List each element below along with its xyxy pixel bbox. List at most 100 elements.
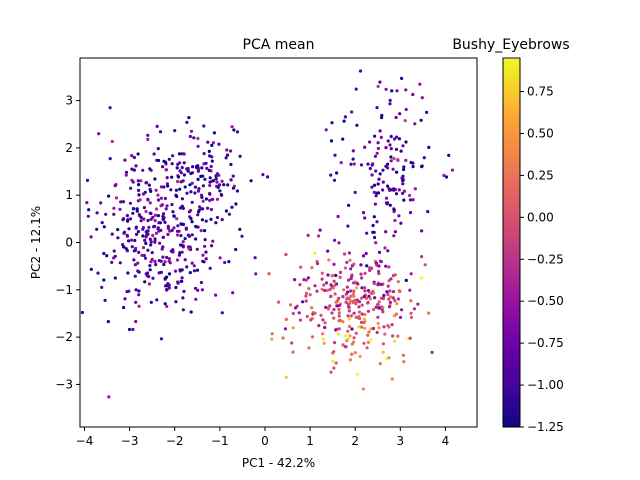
data-point [408, 211, 413, 215]
data-point [157, 229, 161, 233]
data-point [200, 288, 204, 292]
data-point [393, 218, 397, 223]
data-point [313, 311, 317, 315]
data-point [375, 220, 379, 224]
data-point [341, 295, 345, 299]
data-point [395, 135, 399, 139]
data-point [177, 253, 181, 257]
data-point [181, 179, 185, 183]
data-point [196, 213, 200, 217]
data-point [165, 304, 169, 308]
y-axis: −3 −2 −1 0 1 2 3 [55, 94, 80, 391]
data-point [351, 292, 356, 296]
data-point [154, 263, 158, 267]
data-point [323, 321, 327, 325]
data-point [369, 327, 373, 331]
data-point [158, 241, 162, 245]
data-point [290, 341, 294, 345]
data-point [167, 283, 171, 287]
data-point [337, 296, 341, 300]
data-point [146, 271, 150, 275]
data-point [342, 252, 347, 256]
data-point [363, 145, 367, 149]
data-point [334, 361, 338, 365]
data-point [189, 310, 193, 314]
data-point [359, 296, 364, 300]
colorbar-gradient [503, 117, 520, 427]
data-point [230, 205, 234, 209]
data-point [175, 229, 180, 233]
data-point [154, 188, 158, 192]
data-point [347, 309, 351, 313]
data-point [103, 298, 107, 302]
data-point [373, 202, 377, 206]
data-point [188, 134, 192, 139]
data-point [163, 220, 167, 224]
data-point [368, 266, 372, 270]
data-point [382, 325, 386, 329]
data-point [185, 120, 189, 124]
data-point [86, 214, 90, 218]
data-point [197, 210, 201, 214]
data-point [132, 258, 136, 262]
data-point [159, 196, 163, 200]
data-point [232, 128, 236, 132]
data-point [354, 331, 358, 335]
data-point [354, 315, 358, 319]
data-point [231, 291, 235, 295]
data-point [333, 292, 337, 296]
data-point [129, 186, 133, 190]
data-point [178, 187, 182, 191]
data-point [375, 106, 379, 110]
data-point [196, 288, 200, 292]
data-point [387, 297, 391, 301]
data-point [317, 234, 321, 238]
data-point [360, 286, 364, 290]
data-point [378, 80, 382, 84]
data-point [216, 185, 220, 189]
data-point [420, 255, 424, 259]
data-point [352, 281, 356, 285]
data-point [138, 198, 142, 202]
data-point [361, 387, 365, 391]
data-point [196, 189, 201, 193]
data-point [185, 191, 189, 195]
data-point [332, 366, 336, 370]
data-point [301, 300, 305, 304]
data-point [358, 69, 363, 73]
data-point [310, 306, 314, 310]
data-point [408, 193, 412, 198]
data-point [381, 310, 385, 314]
data-point [368, 268, 372, 272]
data-point [202, 124, 206, 128]
data-point [413, 187, 417, 191]
data-point [389, 159, 393, 163]
data-point [408, 198, 412, 202]
data-point [194, 297, 198, 301]
x-tick-label: 3 [396, 434, 404, 448]
data-point [141, 192, 146, 196]
data-point [173, 129, 177, 133]
data-point [299, 265, 303, 269]
data-point [346, 305, 351, 309]
data-point [155, 298, 159, 302]
data-point [397, 188, 401, 192]
data-point [164, 160, 168, 164]
data-point [95, 211, 99, 215]
data-point [184, 227, 188, 231]
data-point [384, 87, 388, 91]
data-point [402, 360, 406, 364]
data-point [342, 288, 346, 292]
data-point [394, 192, 399, 196]
data-point [194, 237, 198, 241]
data-point [119, 200, 123, 204]
data-point [360, 276, 364, 280]
data-point [357, 305, 361, 309]
data-point [365, 231, 369, 235]
x-tick-label: 0 [261, 434, 269, 448]
data-point [203, 244, 207, 248]
data-point [327, 258, 331, 262]
data-point [319, 313, 323, 317]
data-point [332, 178, 337, 182]
data-point [180, 197, 184, 201]
